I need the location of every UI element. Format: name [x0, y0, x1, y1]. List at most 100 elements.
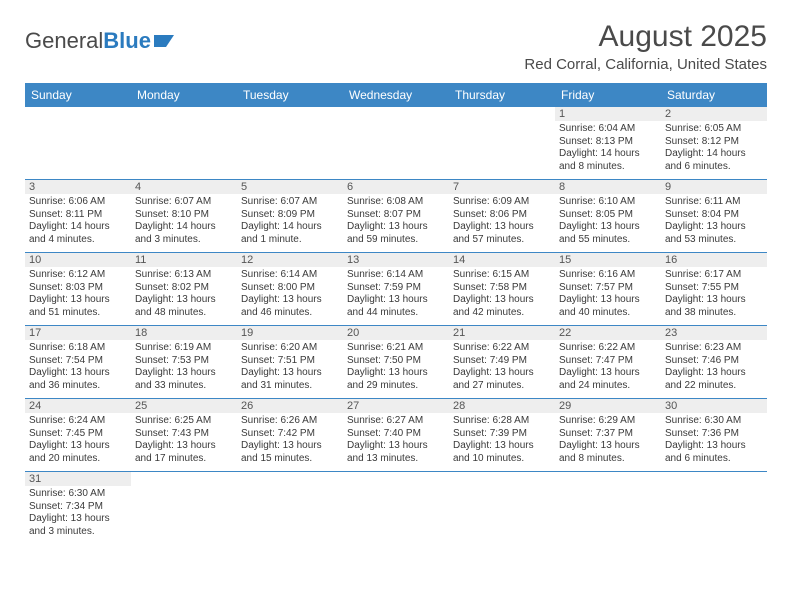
calendar-cell: 10Sunrise: 6:12 AMSunset: 8:03 PMDayligh… [25, 253, 131, 325]
calendar-cell: 23Sunrise: 6:23 AMSunset: 7:46 PMDayligh… [661, 326, 767, 398]
calendar-cell: 13Sunrise: 6:14 AMSunset: 7:59 PMDayligh… [343, 253, 449, 325]
day-number: 31 [25, 472, 131, 486]
day-number: 2 [661, 107, 767, 121]
daylight-text: Daylight: 13 hours and 24 minutes. [559, 367, 657, 392]
day-number: 18 [131, 326, 237, 340]
sunset-text: Sunset: 7:37 PM [559, 428, 657, 441]
daylight-text: Daylight: 13 hours and 10 minutes. [453, 440, 551, 465]
calendar-cell [131, 472, 237, 544]
calendar-cell: 21Sunrise: 6:22 AMSunset: 7:49 PMDayligh… [449, 326, 555, 398]
day-number: 1 [555, 107, 661, 121]
sunrise-text: Sunrise: 6:11 AM [665, 196, 763, 209]
calendar-cell: 27Sunrise: 6:27 AMSunset: 7:40 PMDayligh… [343, 399, 449, 471]
logo-word-general: General [25, 28, 103, 54]
week-row: 1Sunrise: 6:04 AMSunset: 8:13 PMDaylight… [25, 107, 767, 180]
cell-body: Sunrise: 6:18 AMSunset: 7:54 PMDaylight:… [25, 340, 131, 396]
sunset-text: Sunset: 8:06 PM [453, 209, 551, 222]
sunrise-text: Sunrise: 6:16 AM [559, 269, 657, 282]
day-number: 5 [237, 180, 343, 194]
sunrise-text: Sunrise: 6:06 AM [29, 196, 127, 209]
day-number: 27 [343, 399, 449, 413]
calendar-cell: 9Sunrise: 6:11 AMSunset: 8:04 PMDaylight… [661, 180, 767, 252]
week-row: 31Sunrise: 6:30 AMSunset: 7:34 PMDayligh… [25, 472, 767, 544]
sunset-text: Sunset: 7:39 PM [453, 428, 551, 441]
day-number: 29 [555, 399, 661, 413]
daylight-text: Daylight: 14 hours and 1 minute. [241, 221, 339, 246]
sunrise-text: Sunrise: 6:27 AM [347, 415, 445, 428]
calendar-cell: 28Sunrise: 6:28 AMSunset: 7:39 PMDayligh… [449, 399, 555, 471]
sunrise-text: Sunrise: 6:07 AM [241, 196, 339, 209]
daylight-text: Daylight: 13 hours and 15 minutes. [241, 440, 339, 465]
sunrise-text: Sunrise: 6:30 AM [665, 415, 763, 428]
sunset-text: Sunset: 8:00 PM [241, 282, 339, 295]
sunrise-text: Sunrise: 6:26 AM [241, 415, 339, 428]
day-number: 13 [343, 253, 449, 267]
daylight-text: Daylight: 13 hours and 27 minutes. [453, 367, 551, 392]
weeks-container: 1Sunrise: 6:04 AMSunset: 8:13 PMDaylight… [25, 107, 767, 544]
daylight-text: Daylight: 13 hours and 40 minutes. [559, 294, 657, 319]
calendar-cell: 5Sunrise: 6:07 AMSunset: 8:09 PMDaylight… [237, 180, 343, 252]
cell-body: Sunrise: 6:29 AMSunset: 7:37 PMDaylight:… [555, 413, 661, 469]
calendar: Sunday Monday Tuesday Wednesday Thursday… [25, 83, 767, 544]
daylight-text: Daylight: 13 hours and 48 minutes. [135, 294, 233, 319]
calendar-cell [449, 107, 555, 179]
day-number [661, 472, 767, 474]
daylight-text: Daylight: 13 hours and 17 minutes. [135, 440, 233, 465]
cell-body: Sunrise: 6:10 AMSunset: 8:05 PMDaylight:… [555, 194, 661, 250]
daylight-text: Daylight: 13 hours and 46 minutes. [241, 294, 339, 319]
day-number: 26 [237, 399, 343, 413]
sunrise-text: Sunrise: 6:15 AM [453, 269, 551, 282]
sunset-text: Sunset: 7:57 PM [559, 282, 657, 295]
sunrise-text: Sunrise: 6:09 AM [453, 196, 551, 209]
sunset-text: Sunset: 7:34 PM [29, 501, 127, 514]
cell-body: Sunrise: 6:14 AMSunset: 8:00 PMDaylight:… [237, 267, 343, 323]
calendar-cell: 3Sunrise: 6:06 AMSunset: 8:11 PMDaylight… [25, 180, 131, 252]
day-number [343, 472, 449, 474]
sunset-text: Sunset: 7:49 PM [453, 355, 551, 368]
calendar-cell: 31Sunrise: 6:30 AMSunset: 7:34 PMDayligh… [25, 472, 131, 544]
day-number: 10 [25, 253, 131, 267]
daylight-text: Daylight: 13 hours and 3 minutes. [29, 513, 127, 538]
daylight-text: Daylight: 13 hours and 57 minutes. [453, 221, 551, 246]
sunrise-text: Sunrise: 6:22 AM [559, 342, 657, 355]
daylight-text: Daylight: 13 hours and 13 minutes. [347, 440, 445, 465]
title-block: August 2025 Red Corral, California, Unit… [524, 20, 767, 73]
sunrise-text: Sunrise: 6:17 AM [665, 269, 763, 282]
day-header-row: Sunday Monday Tuesday Wednesday Thursday… [25, 83, 767, 107]
sunset-text: Sunset: 7:58 PM [453, 282, 551, 295]
daylight-text: Daylight: 13 hours and 53 minutes. [665, 221, 763, 246]
sunset-text: Sunset: 7:45 PM [29, 428, 127, 441]
calendar-cell: 6Sunrise: 6:08 AMSunset: 8:07 PMDaylight… [343, 180, 449, 252]
daylight-text: Daylight: 13 hours and 29 minutes. [347, 367, 445, 392]
cell-body: Sunrise: 6:05 AMSunset: 8:12 PMDaylight:… [661, 121, 767, 177]
daylight-text: Daylight: 14 hours and 4 minutes. [29, 221, 127, 246]
cell-body: Sunrise: 6:19 AMSunset: 7:53 PMDaylight:… [131, 340, 237, 396]
sunset-text: Sunset: 7:36 PM [665, 428, 763, 441]
week-row: 10Sunrise: 6:12 AMSunset: 8:03 PMDayligh… [25, 253, 767, 326]
daylight-text: Daylight: 13 hours and 51 minutes. [29, 294, 127, 319]
calendar-cell: 7Sunrise: 6:09 AMSunset: 8:06 PMDaylight… [449, 180, 555, 252]
daylight-text: Daylight: 13 hours and 59 minutes. [347, 221, 445, 246]
calendar-cell: 16Sunrise: 6:17 AMSunset: 7:55 PMDayligh… [661, 253, 767, 325]
sunset-text: Sunset: 8:05 PM [559, 209, 657, 222]
cell-body: Sunrise: 6:24 AMSunset: 7:45 PMDaylight:… [25, 413, 131, 469]
daylight-text: Daylight: 13 hours and 8 minutes. [559, 440, 657, 465]
location-text: Red Corral, California, United States [524, 56, 767, 73]
calendar-cell [237, 472, 343, 544]
day-header-wednesday: Wednesday [343, 83, 449, 107]
daylight-text: Daylight: 13 hours and 36 minutes. [29, 367, 127, 392]
calendar-cell: 17Sunrise: 6:18 AMSunset: 7:54 PMDayligh… [25, 326, 131, 398]
logo-word-blue: Blue [103, 28, 151, 54]
calendar-cell [131, 107, 237, 179]
cell-body: Sunrise: 6:13 AMSunset: 8:02 PMDaylight:… [131, 267, 237, 323]
day-number: 11 [131, 253, 237, 267]
daylight-text: Daylight: 13 hours and 44 minutes. [347, 294, 445, 319]
calendar-cell: 8Sunrise: 6:10 AMSunset: 8:05 PMDaylight… [555, 180, 661, 252]
daylight-text: Daylight: 14 hours and 8 minutes. [559, 148, 657, 173]
sunrise-text: Sunrise: 6:22 AM [453, 342, 551, 355]
sunrise-text: Sunrise: 6:25 AM [135, 415, 233, 428]
cell-body: Sunrise: 6:12 AMSunset: 8:03 PMDaylight:… [25, 267, 131, 323]
daylight-text: Daylight: 13 hours and 6 minutes. [665, 440, 763, 465]
calendar-cell [25, 107, 131, 179]
sunset-text: Sunset: 7:43 PM [135, 428, 233, 441]
